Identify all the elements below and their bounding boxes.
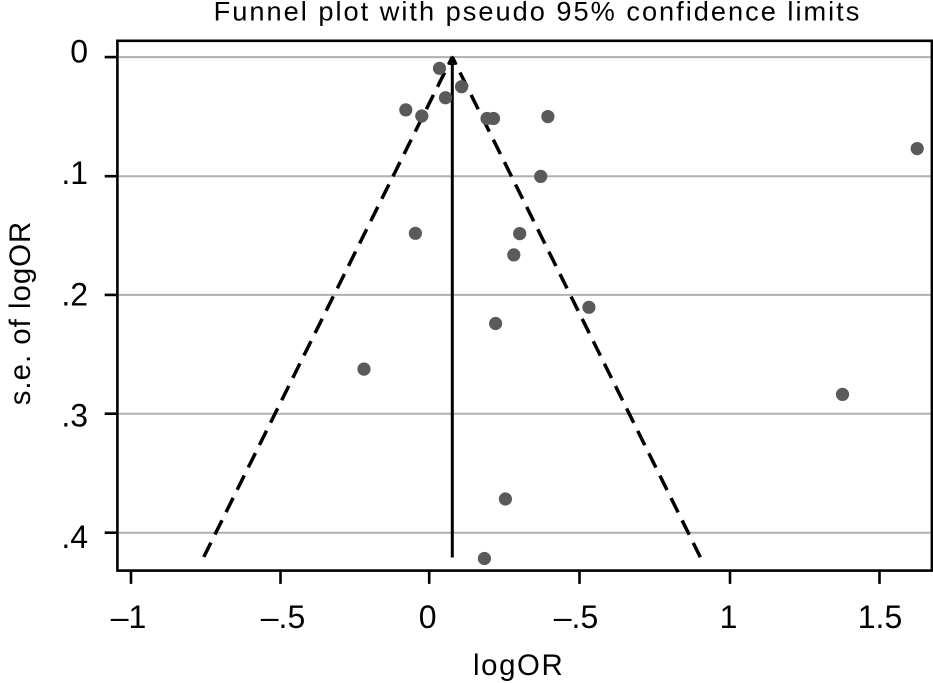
svg-text:–1: –1	[111, 599, 147, 635]
svg-text:logOR: logOR	[473, 649, 564, 682]
svg-text:Funnel plot with pseudo 95% co: Funnel plot with pseudo 95% confidence l…	[214, 0, 862, 27]
svg-text:–.5: –.5	[554, 599, 598, 635]
svg-text:0: 0	[70, 34, 88, 70]
svg-text:.2: .2	[61, 276, 88, 312]
svg-text:.1: .1	[61, 155, 88, 191]
svg-text:s.e. of logOR: s.e. of logOR	[4, 221, 37, 406]
svg-text:1: 1	[720, 599, 738, 635]
svg-text:0: 0	[419, 599, 437, 635]
svg-text:1.5: 1.5	[858, 599, 902, 635]
svg-text:.3: .3	[61, 398, 88, 434]
svg-text:–.5: –.5	[261, 599, 305, 635]
svg-text:.4: .4	[61, 519, 88, 555]
